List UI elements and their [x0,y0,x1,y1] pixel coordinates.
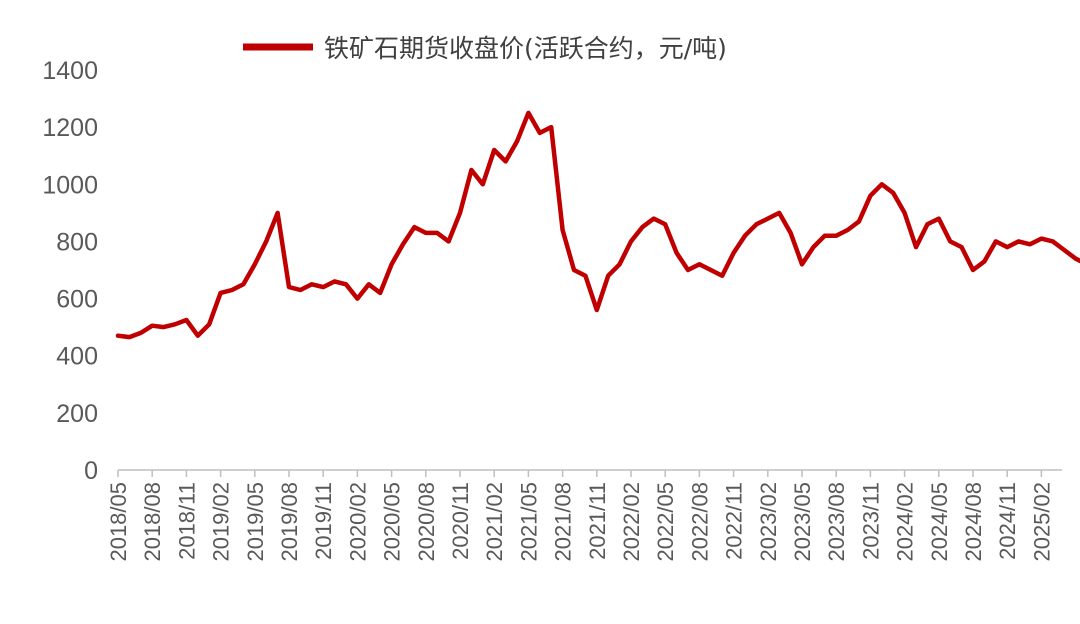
x-tick-label: 2023/08 [824,482,849,562]
x-tick-label: 2023/11 [858,482,883,560]
y-tick-label: 800 [56,228,98,256]
x-tick-label: 2024/08 [961,482,986,562]
series-line [115,110,1080,340]
x-tick-label: 2019/08 [277,482,302,562]
y-axis: 0 200 400 600 800 1000 1200 1400 [42,57,98,485]
x-tick-label: 2019/05 [243,482,268,562]
x-tick-label: 2020/02 [345,482,370,562]
x-tick-label: 2021/08 [551,482,576,562]
x-tick-label: 2022/05 [653,482,678,562]
x-axis: 2018/05 2018/08 2018/11 2019/02 2019/05 2019/… [106,469,1062,562]
x-tick-label: 2022/08 [687,482,712,562]
x-tick-label: 2021/11 [585,482,610,560]
y-tick-label: 200 [56,400,98,428]
y-tick-label: 1200 [42,114,98,142]
x-tick-label: 2022/02 [619,482,644,562]
x-tick-label: 2020/11 [448,482,473,560]
x-tick-label: 2018/11 [174,482,199,560]
x-tick-label: 2025/02 [1029,482,1054,562]
x-tick-label: 2024/05 [927,482,952,562]
y-tick-label: 1400 [42,57,98,85]
legend: 铁矿石期货收盘价(活跃合约，元/吨) [243,34,727,63]
x-tick-label: 2018/08 [140,482,165,562]
x-tick-label: 2019/02 [209,482,234,562]
x-tick-label: 2021/02 [482,482,507,562]
y-tick-label: 600 [56,286,98,314]
y-tick-label: 1000 [42,171,98,199]
x-tick-label: 2020/05 [380,482,405,562]
y-tick-label: 400 [56,343,98,371]
plot-area [115,110,1080,340]
x-tick-label: 2018/05 [106,482,131,562]
x-tick-label: 2022/11 [722,482,747,560]
x-tick-label: 2024/11 [995,482,1020,560]
x-tick-label: 2024/02 [893,482,918,562]
y-tick-label: 0 [84,457,98,485]
legend-label: 铁矿石期货收盘价(活跃合约，元/吨) [324,34,727,63]
x-tick-label: 2023/05 [790,482,815,562]
x-tick-label: 2019/11 [311,482,336,560]
x-tick-label: 2021/05 [516,482,541,562]
x-tick-label: 2023/02 [756,482,781,562]
x-tick-label: 2020/08 [414,482,439,562]
